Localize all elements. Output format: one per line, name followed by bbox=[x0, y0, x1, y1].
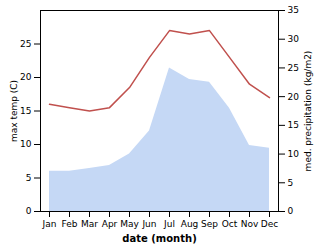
svg-text:Sep: Sep bbox=[201, 219, 218, 229]
svg-text:Nov: Nov bbox=[241, 219, 259, 229]
svg-text:Apr: Apr bbox=[102, 219, 118, 229]
svg-text:20: 20 bbox=[288, 92, 300, 102]
svg-text:5: 5 bbox=[26, 173, 32, 183]
svg-text:30: 30 bbox=[288, 34, 300, 44]
svg-text:20: 20 bbox=[20, 72, 32, 82]
svg-text:25: 25 bbox=[20, 39, 31, 49]
svg-text:May: May bbox=[120, 219, 139, 229]
svg-text:25: 25 bbox=[288, 63, 299, 73]
svg-text:Jan: Jan bbox=[42, 219, 57, 229]
svg-text:Feb: Feb bbox=[62, 219, 78, 229]
svg-text:0: 0 bbox=[288, 206, 294, 216]
svg-text:10: 10 bbox=[288, 149, 300, 159]
svg-text:med. precipitation (kg/m2): med. precipitation (kg/m2) bbox=[303, 51, 313, 172]
svg-text:10: 10 bbox=[20, 139, 32, 149]
svg-text:Jun: Jun bbox=[141, 219, 156, 229]
svg-text:max temp (C): max temp (C) bbox=[9, 80, 19, 142]
svg-text:5: 5 bbox=[288, 178, 294, 188]
svg-text:Dec: Dec bbox=[261, 219, 278, 229]
svg-text:15: 15 bbox=[20, 106, 31, 116]
svg-text:15: 15 bbox=[288, 120, 299, 130]
svg-text:35: 35 bbox=[288, 5, 299, 15]
svg-text:date (month): date (month) bbox=[122, 233, 196, 244]
svg-text:0: 0 bbox=[26, 206, 32, 216]
svg-text:Mar: Mar bbox=[81, 219, 98, 229]
svg-text:Jul: Jul bbox=[163, 219, 175, 229]
svg-text:Aug: Aug bbox=[181, 219, 199, 229]
svg-text:Oct: Oct bbox=[222, 219, 238, 229]
